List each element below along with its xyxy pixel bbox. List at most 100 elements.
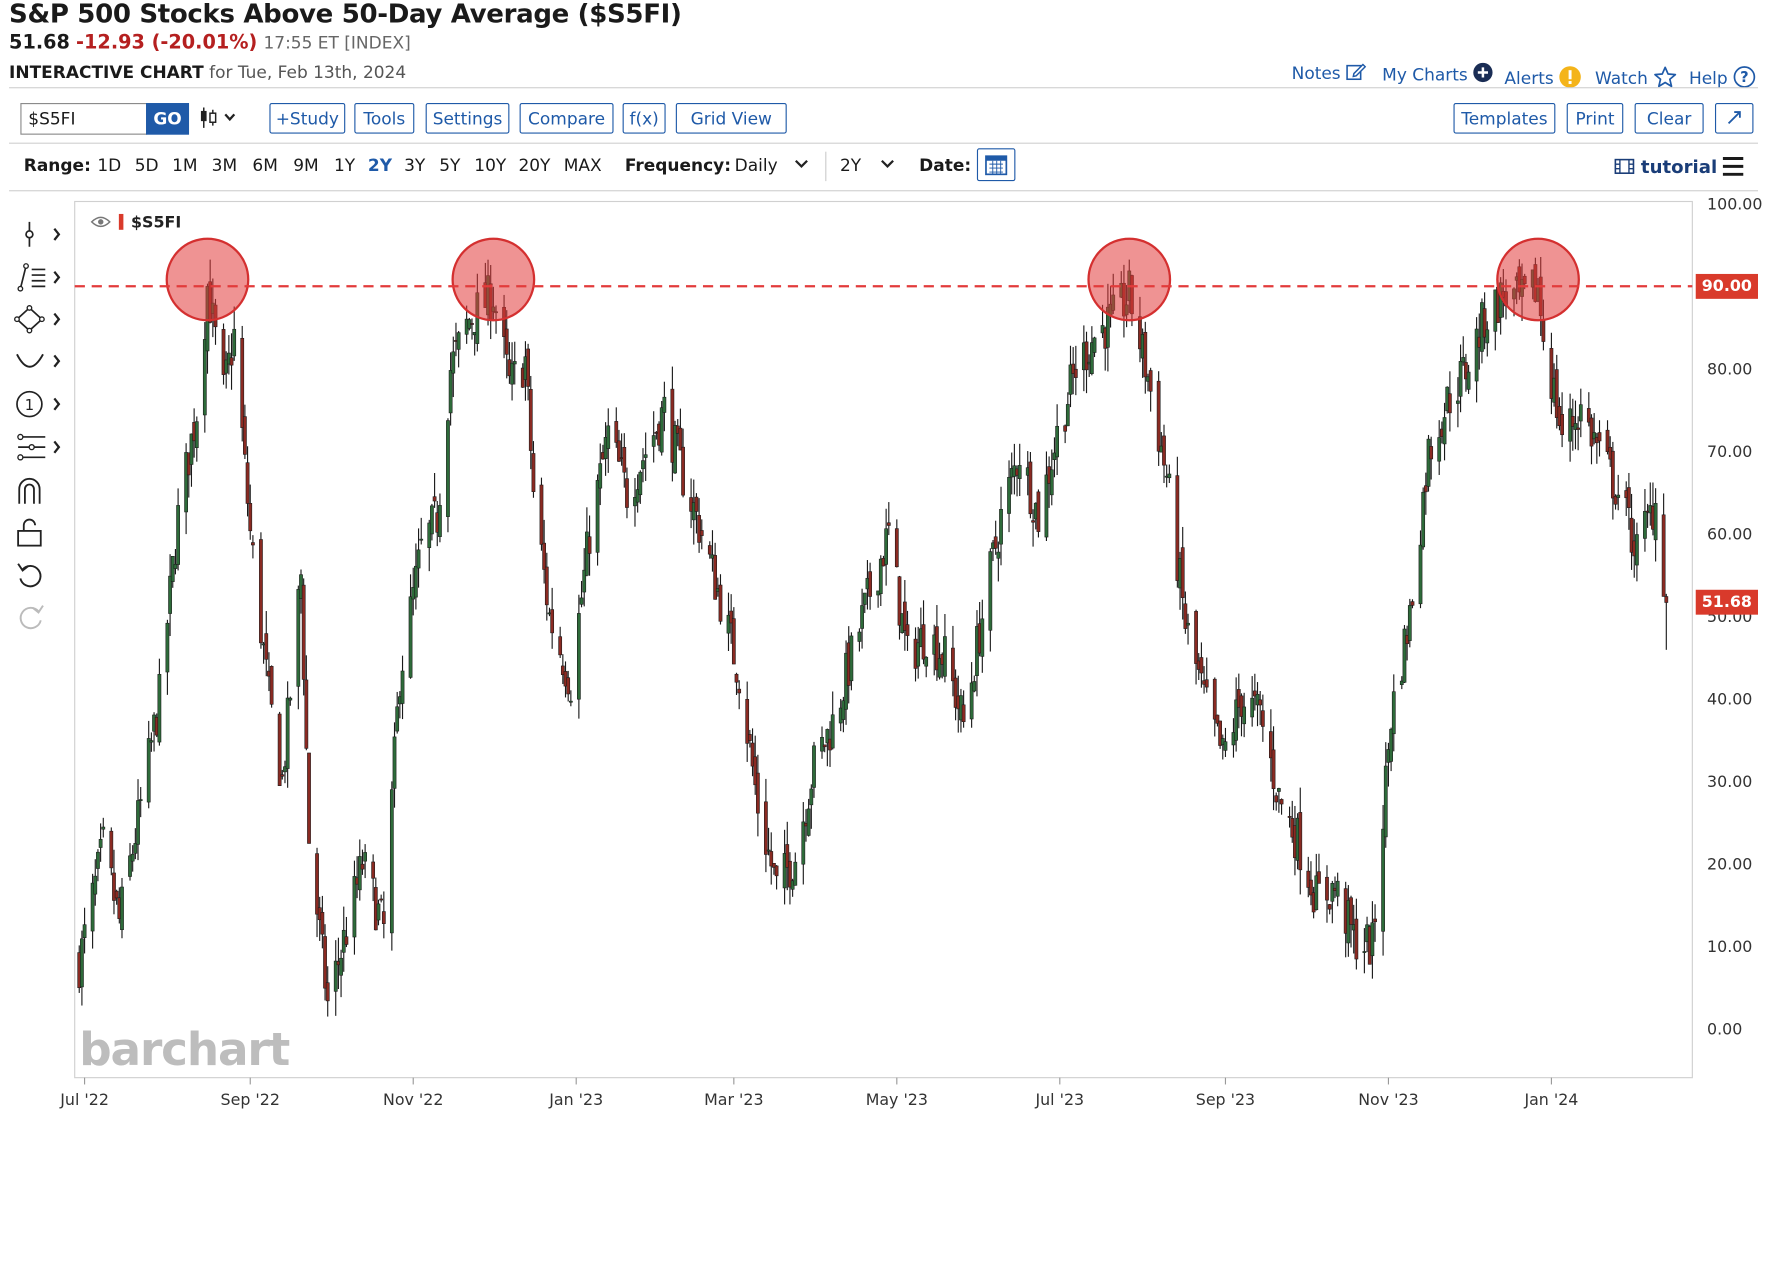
candle-body — [512, 361, 517, 365]
grid-view-button[interactable]: Grid View — [675, 103, 787, 134]
candle-body — [1554, 369, 1559, 418]
alerts-link[interactable]: Alerts — [1504, 66, 1582, 88]
tutorial-link[interactable]: tutorial — [1614, 156, 1717, 178]
candle-body — [1223, 741, 1228, 751]
candle-body — [408, 596, 413, 678]
candle-body — [333, 960, 338, 992]
price-chart[interactable]: 0.0010.0020.0030.0040.0050.0060.0070.008… — [0, 0, 1764, 1132]
y-tick-label: 0.00 — [1707, 1020, 1742, 1039]
candle-body — [1570, 415, 1575, 427]
tutorial-label: tutorial — [1640, 156, 1718, 178]
trendline-tool[interactable] — [14, 261, 64, 293]
curve-tool[interactable] — [14, 345, 64, 377]
lock-tool[interactable] — [14, 516, 64, 548]
toolbar-divider — [9, 142, 1758, 144]
candle-body — [825, 729, 830, 744]
tools-button[interactable]: Tools — [354, 103, 415, 134]
price-change: -12.93 (-20.01%) — [76, 31, 258, 55]
candle-body — [1482, 308, 1487, 338]
range-5y[interactable]: 5Y — [439, 155, 461, 176]
settings-button[interactable]: Settings — [425, 103, 510, 134]
candle-body — [446, 420, 450, 517]
candle-body — [392, 736, 397, 789]
fibonacci-tool[interactable] — [14, 431, 64, 463]
candle-body — [1317, 871, 1321, 884]
expand-button[interactable] — [1714, 103, 1754, 134]
help-link[interactable]: Help ? — [1689, 66, 1756, 88]
candle-body — [726, 614, 731, 634]
magnet-tool[interactable] — [14, 474, 64, 506]
redo-button[interactable] — [14, 601, 64, 633]
annotation-tool[interactable]: 1 — [14, 388, 64, 420]
candle-body — [635, 489, 640, 503]
range-1y[interactable]: 1Y — [333, 155, 356, 176]
watch-link[interactable]: Watch — [1595, 66, 1678, 88]
notes-link[interactable]: Notes — [1292, 62, 1367, 84]
chart-type-selector[interactable] — [199, 106, 242, 133]
candle-body — [1071, 363, 1076, 375]
range-3m[interactable]: 3M — [211, 155, 238, 176]
print-button[interactable]: Print — [1566, 103, 1624, 134]
templates-button[interactable]: Templates — [1453, 103, 1556, 134]
candle-body — [224, 359, 229, 374]
candle-body — [1429, 446, 1434, 460]
candle-body — [1309, 879, 1313, 896]
range-5d[interactable]: 5D — [134, 155, 159, 176]
candle-body — [90, 882, 95, 932]
candle-body — [993, 536, 998, 549]
candle-body — [651, 435, 656, 447]
candle-body — [243, 416, 247, 455]
candle-body — [1586, 408, 1591, 423]
my-charts-link[interactable]: My Charts — [1382, 62, 1494, 85]
candle-body — [961, 704, 966, 723]
series-legend[interactable]: $S5FI — [90, 213, 181, 232]
range-1d[interactable]: 1D — [97, 155, 122, 176]
fx-button[interactable]: f(x) — [622, 103, 666, 134]
candle-body — [748, 734, 752, 741]
candle-body — [782, 853, 787, 889]
range-6m[interactable]: 6M — [252, 155, 278, 176]
candle-body — [542, 542, 547, 570]
candle-body — [694, 496, 699, 512]
candle-body — [157, 674, 162, 743]
candle-body — [1458, 361, 1463, 397]
candle-body — [1156, 380, 1161, 452]
candle-body — [470, 323, 474, 325]
range-3y[interactable]: 3Y — [404, 155, 426, 176]
candle-body — [969, 682, 974, 720]
go-button[interactable]: GO — [146, 103, 190, 135]
crosshair-tool[interactable] — [14, 218, 64, 250]
page-title: S&P 500 Stocks Above 50-Day Average ($S5… — [9, 0, 682, 30]
candle-body — [128, 855, 132, 877]
candle-body — [531, 453, 536, 493]
candle-body — [886, 522, 891, 526]
period-select[interactable]: 2Y — [840, 155, 896, 175]
candle-body — [577, 613, 581, 700]
candle-body — [1605, 429, 1610, 452]
clear-button[interactable]: Clear — [1634, 103, 1704, 134]
candle-body — [344, 936, 349, 945]
candle-body — [112, 872, 116, 901]
range-1m[interactable]: 1M — [172, 155, 198, 176]
range-2y[interactable]: 2Y — [367, 155, 393, 176]
menu-button[interactable] — [1721, 155, 1746, 182]
date-picker-button[interactable] — [976, 148, 1016, 182]
date-label: Date: — [919, 155, 972, 176]
range-9m[interactable]: 9M — [293, 155, 319, 176]
candle-body — [924, 656, 929, 667]
study-button[interactable]: +Study — [269, 103, 346, 134]
undo-button[interactable] — [14, 559, 64, 591]
hamburger-menu-icon — [1722, 157, 1744, 176]
range-20y[interactable]: 20Y — [518, 155, 551, 176]
candle-body — [1610, 450, 1615, 499]
range-10y[interactable]: 10Y — [474, 155, 507, 176]
range-max[interactable]: MAX — [563, 155, 602, 176]
shape-tool[interactable] — [14, 303, 64, 335]
frequency-select[interactable]: Daily — [735, 155, 811, 175]
candle-body — [1183, 603, 1188, 629]
x-tick-label: Jan '23 — [548, 1090, 603, 1109]
undo-icon — [17, 563, 42, 588]
candle-body — [544, 566, 549, 606]
compare-button[interactable]: Compare — [519, 103, 614, 134]
x-tick-label: Jul '22 — [59, 1090, 109, 1109]
